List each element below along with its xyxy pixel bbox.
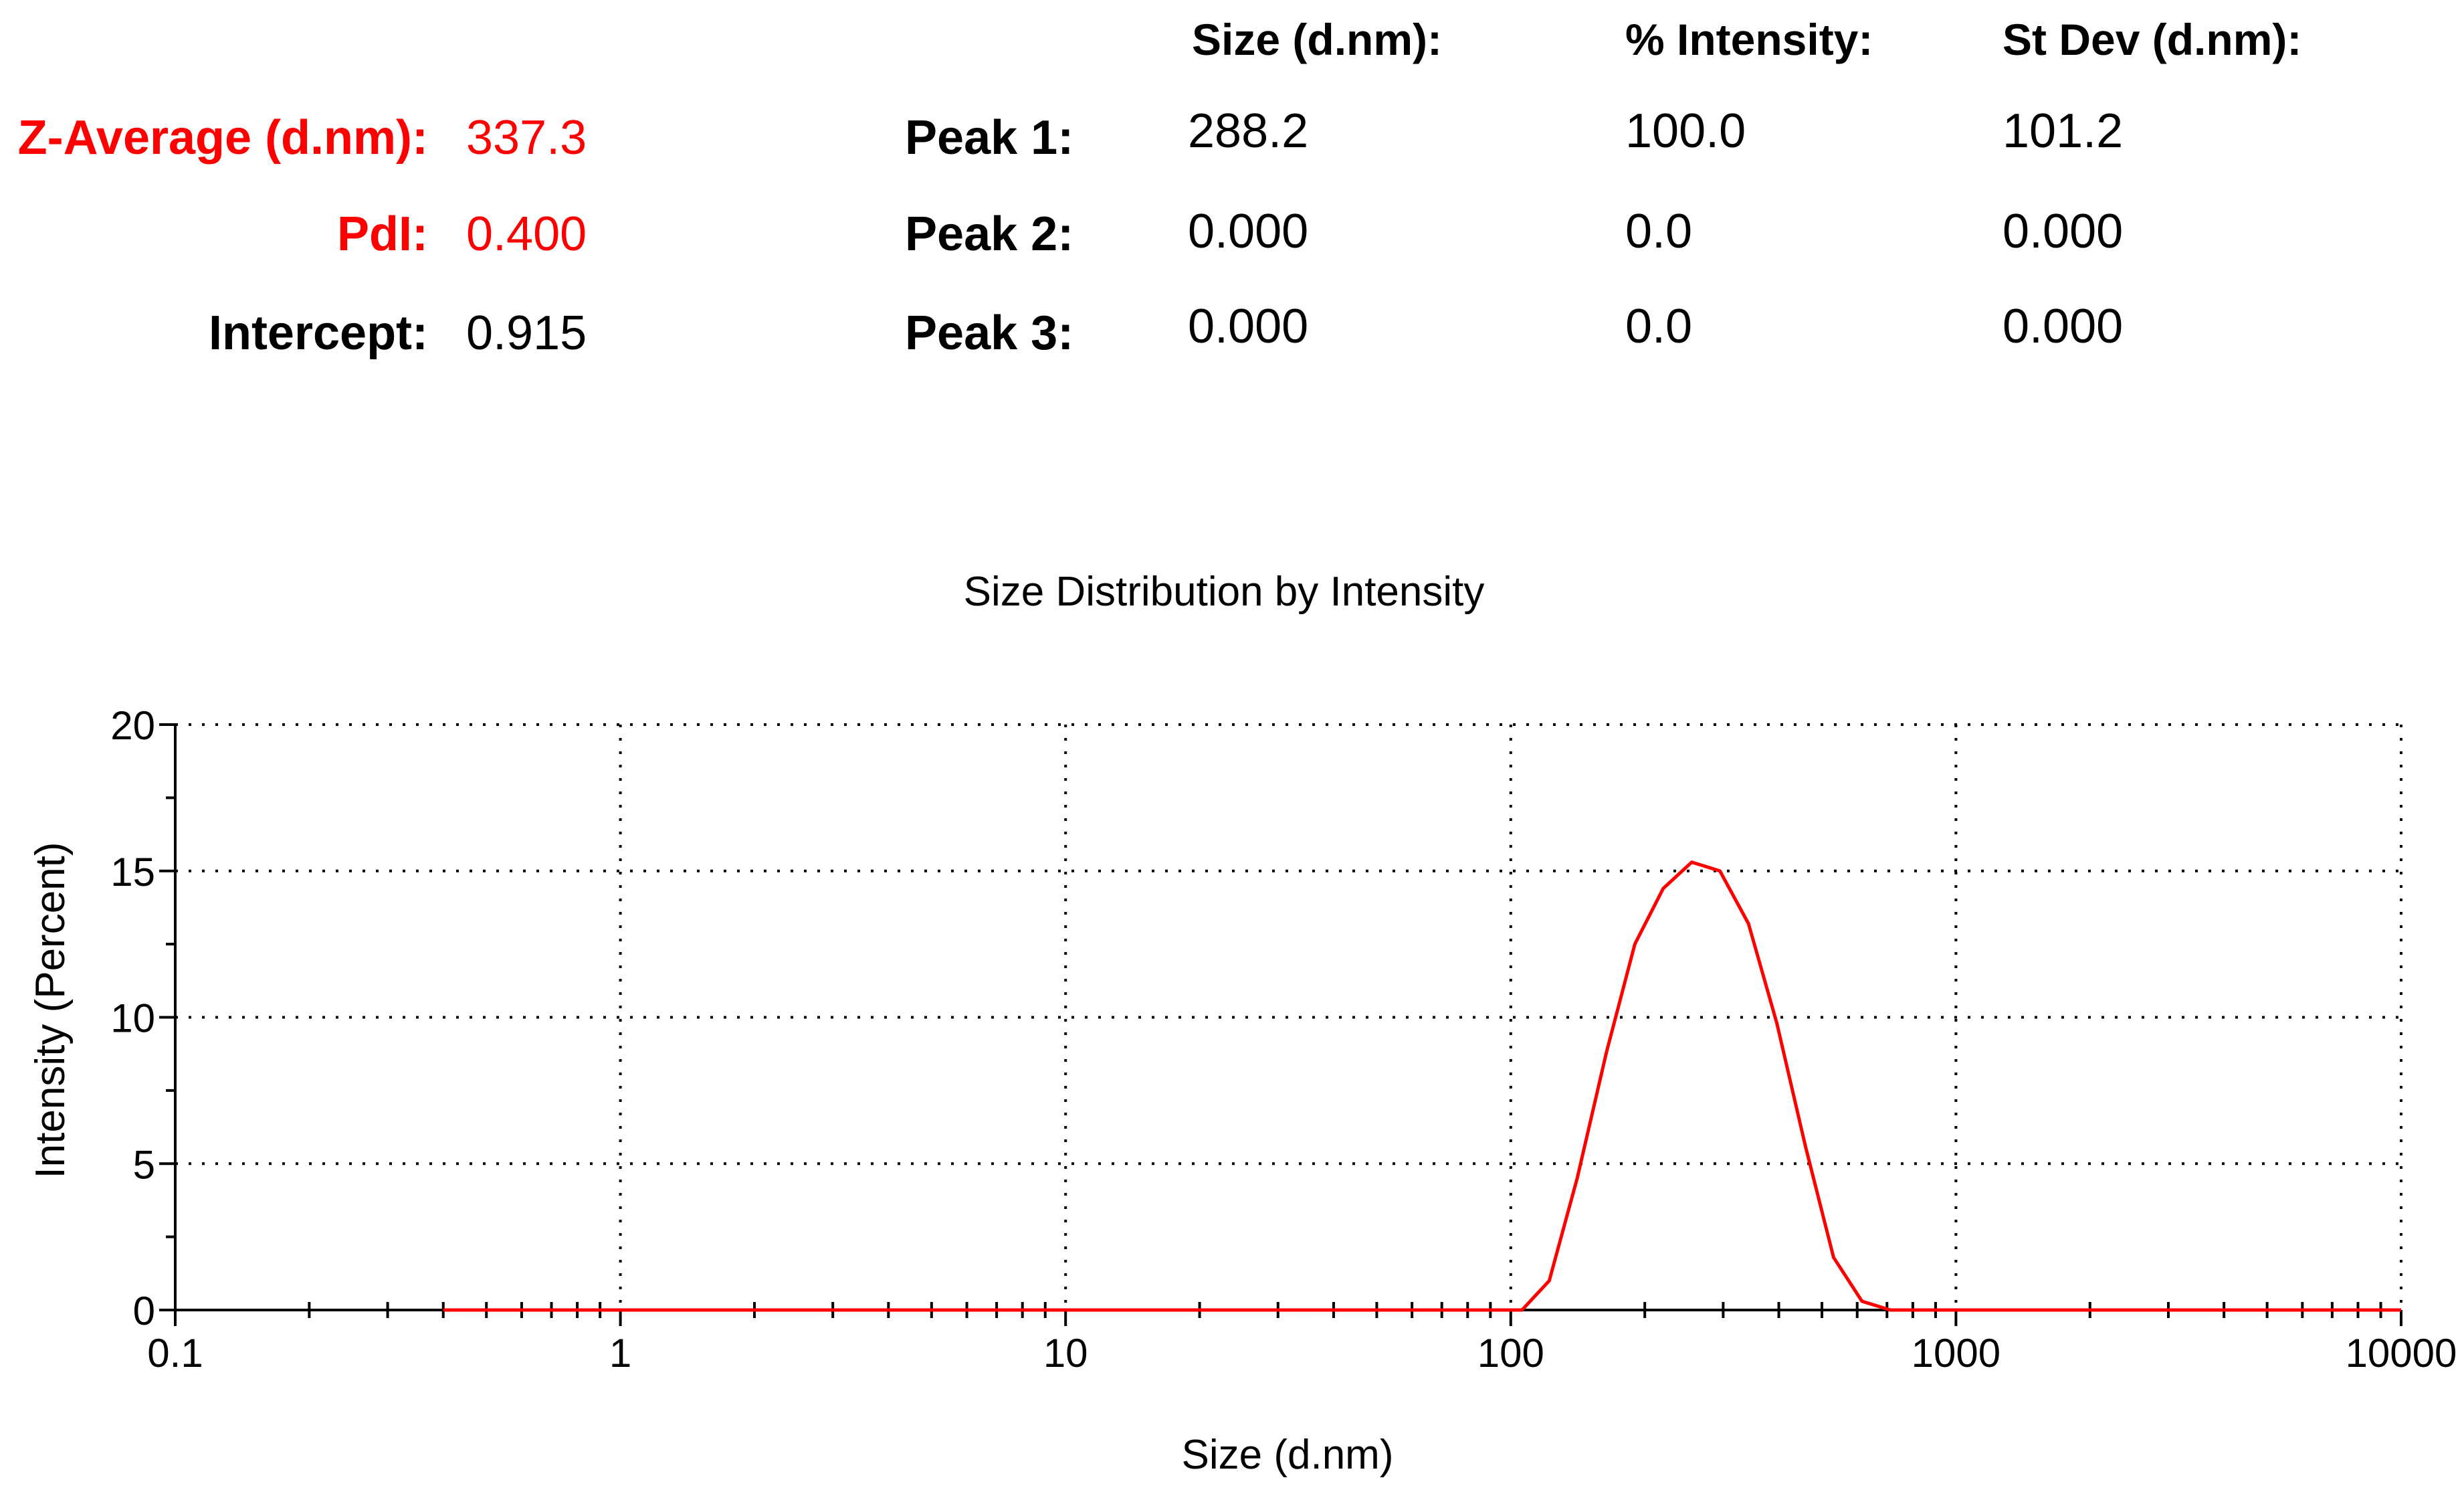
intercept-label: Intercept: <box>208 306 428 360</box>
peak-1-label: Peak 1: <box>905 111 1074 165</box>
pdi-label: PdI: <box>337 207 428 261</box>
peak-3-size: 0.000 <box>1188 300 1309 353</box>
y-tick-label: 15 <box>110 850 155 895</box>
y-tick-label: 10 <box>110 996 155 1041</box>
peak-3-intensity: 0.0 <box>1625 300 1693 353</box>
header-stdev: St Dev (d.nm): <box>2003 15 2302 64</box>
size-distribution-chart: Size Distribution by Intensity 051015200… <box>27 569 2457 1478</box>
ticks: 0 5 10 15 20 0.1 1 10 100 1000 10000 <box>110 703 2457 1376</box>
x-tick-label: 1 <box>609 1331 631 1376</box>
grid <box>175 723 2402 1310</box>
x-axis-label: Size (d.nm) <box>1182 1432 1394 1478</box>
peak-3-label: Peak 3: <box>905 306 1074 360</box>
series <box>443 860 2402 1312</box>
series-line <box>443 860 2401 1312</box>
intercept-value: 0.915 <box>466 306 587 360</box>
header-size: Size (d.nm): <box>1192 15 1442 64</box>
y-tick-label: 20 <box>110 703 155 748</box>
z-average-label: Z-Average (d.nm): <box>17 111 428 165</box>
y-tick-label: 5 <box>133 1142 155 1187</box>
peak-1-stdev: 101.2 <box>2003 104 2124 158</box>
peak-2-label: Peak 2: <box>905 207 1074 261</box>
peak-2-intensity: 0.0 <box>1625 205 1693 258</box>
x-tick-label: 0.1 <box>147 1331 203 1376</box>
y-tick-label: 0 <box>133 1289 155 1333</box>
x-tick-label: 1000 <box>1912 1331 2000 1376</box>
header-intensity: % Intensity: <box>1625 15 1873 64</box>
peak-1-intensity: 100.0 <box>1625 104 1746 158</box>
x-tick-label: 100 <box>1477 1331 1544 1376</box>
pdi-value: 0.400 <box>466 207 587 261</box>
chart-title: Size Distribution by Intensity <box>964 569 1485 615</box>
z-average-value: 337.3 <box>466 111 587 165</box>
peak-1-size: 288.2 <box>1188 104 1309 158</box>
peak-3-stdev: 0.000 <box>2003 300 2124 353</box>
peak-2-size: 0.000 <box>1188 205 1309 258</box>
peak-2-stdev: 0.000 <box>2003 205 2124 258</box>
y-axis-label: Intensity (Percent) <box>27 842 74 1178</box>
x-tick-label: 10 <box>1043 1331 1088 1376</box>
x-tick-label: 10000 <box>2346 1331 2457 1376</box>
